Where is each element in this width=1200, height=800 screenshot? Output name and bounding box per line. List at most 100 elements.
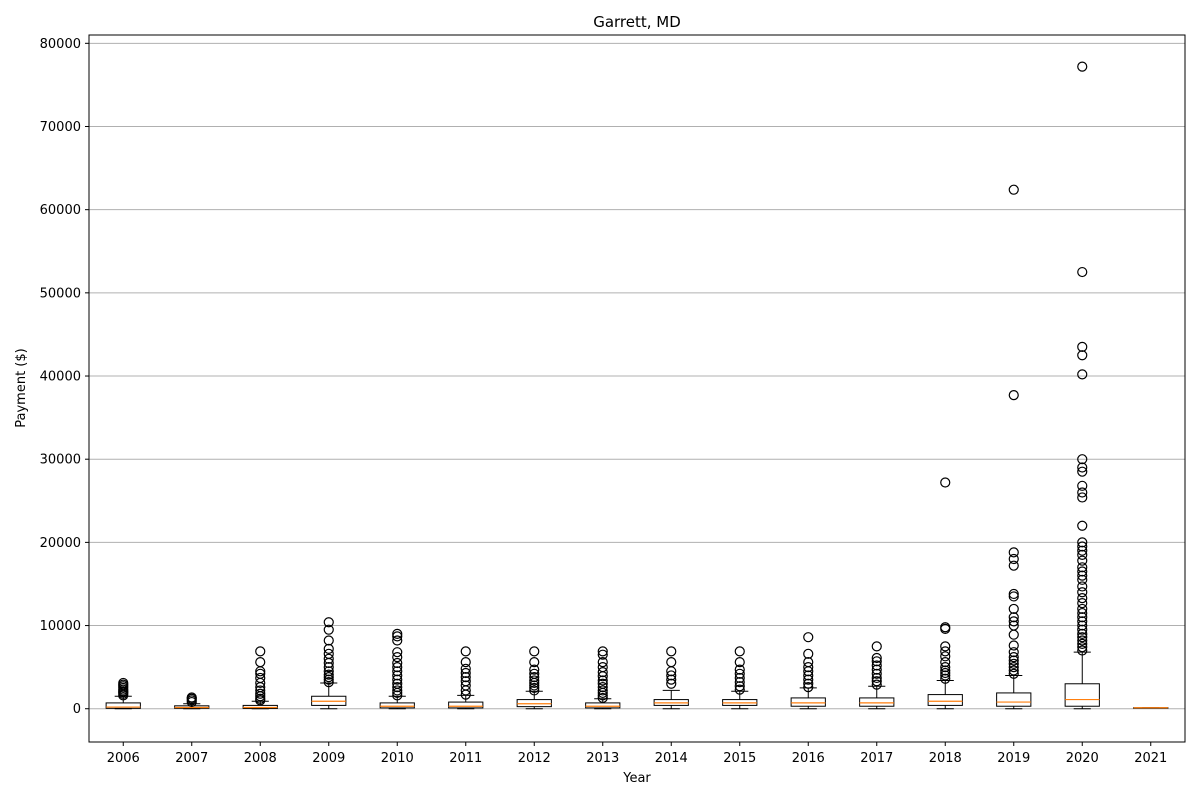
box-group-2015 bbox=[722, 646, 758, 710]
box-iqr bbox=[859, 697, 895, 707]
outlier-point bbox=[460, 680, 471, 691]
outlier-point bbox=[1077, 581, 1088, 592]
outlier-point bbox=[1077, 574, 1088, 585]
outlier-point bbox=[529, 668, 540, 679]
outlier-point bbox=[940, 657, 951, 668]
outlier-point bbox=[1077, 612, 1088, 623]
plot-frame bbox=[88, 34, 1186, 743]
outlier-point bbox=[871, 664, 882, 675]
box-iqr bbox=[996, 692, 1032, 707]
y-axis-title: Payment ($) bbox=[14, 348, 29, 427]
outlier-point bbox=[597, 682, 608, 693]
outlier-point bbox=[323, 653, 334, 664]
outlier-point bbox=[1077, 545, 1088, 556]
outlier-point bbox=[255, 672, 266, 684]
outlier-point bbox=[1077, 635, 1088, 646]
outlier-point bbox=[323, 617, 334, 628]
outlier-point bbox=[871, 641, 882, 652]
outlier-point bbox=[1077, 616, 1088, 627]
outlier-point bbox=[1077, 541, 1088, 552]
outlier-point bbox=[1008, 652, 1019, 663]
outlier-point bbox=[1008, 668, 1019, 679]
outlier-point bbox=[392, 628, 403, 639]
outlier-point bbox=[1077, 645, 1088, 656]
x-tick-label: 2012 bbox=[518, 751, 551, 766]
outlier-point bbox=[529, 682, 540, 694]
chart-title: Garrett, MD bbox=[593, 13, 681, 31]
outlier-point bbox=[940, 662, 951, 673]
outlier-point bbox=[529, 680, 540, 691]
x-tick-label: 2010 bbox=[381, 751, 414, 766]
x-tick-label: 2020 bbox=[1066, 751, 1099, 766]
outlier-point bbox=[392, 690, 403, 701]
outlier-point bbox=[323, 666, 334, 677]
outlier-point bbox=[1008, 184, 1019, 195]
box-group-2019 bbox=[996, 184, 1032, 710]
outlier-point bbox=[392, 670, 403, 681]
y-tick-label: 60000 bbox=[40, 203, 81, 218]
y-tick-label: 40000 bbox=[40, 370, 81, 385]
outlier-point bbox=[734, 672, 745, 684]
y-tick-label: 20000 bbox=[40, 536, 81, 551]
outlier-point bbox=[597, 667, 608, 678]
outlier-point bbox=[529, 646, 540, 657]
outlier-point bbox=[392, 678, 403, 689]
outlier-point bbox=[871, 679, 882, 690]
outlier-point bbox=[1077, 570, 1088, 581]
outlier-point bbox=[392, 674, 403, 685]
outlier-point bbox=[803, 662, 814, 673]
outlier-point bbox=[1008, 560, 1019, 571]
outlier-point bbox=[666, 678, 677, 689]
box-iqr bbox=[927, 694, 963, 706]
box-group-2007 bbox=[174, 692, 210, 710]
box-iqr bbox=[379, 702, 415, 709]
outlier-point bbox=[255, 688, 266, 699]
outlier-point bbox=[803, 674, 814, 685]
outlier-point bbox=[1077, 593, 1088, 604]
outlier-point bbox=[460, 657, 471, 668]
outlier-point bbox=[1077, 638, 1088, 649]
outlier-point bbox=[734, 668, 745, 679]
outlier-point bbox=[323, 662, 334, 673]
outlier-point bbox=[1077, 587, 1088, 598]
x-tick-label: 2013 bbox=[586, 751, 619, 766]
y-tick-label: 10000 bbox=[40, 619, 81, 634]
box-group-2009 bbox=[311, 617, 347, 710]
box-group-2016 bbox=[790, 632, 826, 710]
box-group-2018 bbox=[927, 477, 963, 710]
outlier-point bbox=[940, 622, 951, 633]
outlier-point bbox=[392, 635, 403, 646]
x-tick-label: 2019 bbox=[997, 751, 1030, 766]
outlier-point bbox=[460, 663, 471, 674]
outlier-point bbox=[666, 657, 677, 668]
outlier-point bbox=[392, 647, 403, 658]
outlier-point bbox=[1077, 466, 1088, 477]
outlier-point bbox=[1077, 350, 1088, 361]
outlier-point bbox=[1077, 607, 1088, 619]
outlier-point bbox=[323, 669, 334, 680]
outlier-point bbox=[255, 668, 266, 679]
box-group-2011 bbox=[448, 646, 484, 710]
box-group-2020 bbox=[1064, 61, 1100, 710]
outlier-point bbox=[323, 648, 334, 659]
outlier-point bbox=[597, 692, 608, 704]
outlier-point bbox=[529, 657, 540, 668]
x-tick-label: 2018 bbox=[929, 751, 962, 766]
outlier-point bbox=[597, 678, 608, 689]
outlier-point bbox=[1077, 369, 1088, 380]
outlier-point bbox=[871, 660, 882, 671]
box-group-2012 bbox=[516, 646, 552, 710]
outlier-point bbox=[460, 667, 471, 679]
outlier-point bbox=[597, 690, 608, 701]
outlier-point bbox=[323, 635, 334, 646]
outlier-point bbox=[803, 682, 814, 693]
outlier-point bbox=[940, 670, 951, 681]
box-iqr bbox=[585, 702, 621, 709]
outlier-point bbox=[597, 657, 608, 668]
box-group-2017 bbox=[859, 641, 895, 710]
y-tick-label: 70000 bbox=[40, 120, 81, 135]
outlier-point bbox=[597, 649, 608, 660]
box-group-2013 bbox=[585, 646, 621, 710]
outlier-point bbox=[392, 631, 403, 642]
outlier-point bbox=[255, 646, 266, 657]
